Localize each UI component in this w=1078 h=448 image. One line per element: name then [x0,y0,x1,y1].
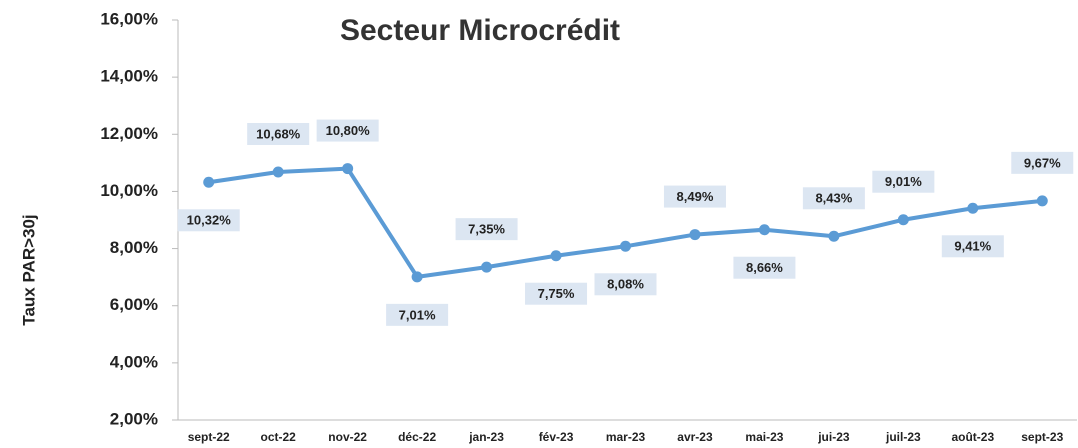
y-tick-label: 4,00% [110,352,158,371]
data-label-bg [455,218,518,241]
data-label-text: 9,67% [1024,155,1061,170]
data-label-bg [1011,151,1074,174]
y-axis-label: Taux PAR>30j [19,214,38,325]
chart-title: Secteur Microcrédit [340,14,620,47]
x-tick-label: jan-23 [468,430,504,444]
data-label-bg [802,187,865,210]
x-tick-label: juil-23 [885,430,921,444]
data-label-text: 8,08% [607,277,644,292]
y-tick-label: 2,00% [110,409,158,428]
data-label-text: 10,68% [256,126,301,141]
data-label: 9,67% [1011,151,1074,174]
data-label-bg [733,256,796,279]
marker [481,261,493,273]
data-label: 8,43% [802,187,865,210]
marker [272,166,284,178]
x-tick-label: nov-22 [328,430,367,444]
marker [828,230,840,242]
data-label-text: 7,35% [468,222,505,237]
data-label-bg [594,273,657,296]
marker [342,163,354,175]
marker [203,176,215,188]
x-tick-label: mai-23 [745,430,783,444]
data-label: 8,08% [594,273,657,296]
marker [689,229,701,241]
marker [550,250,562,262]
data-label-text: 10,32% [187,213,232,228]
data-label-bg [941,235,1004,258]
data-label-text: 9,41% [954,239,991,254]
data-label: 10,32% [177,209,240,232]
y-tick-label: 12,00% [100,124,158,143]
data-label-bg [663,185,726,208]
data-label: 7,35% [455,218,518,241]
marker [620,240,631,252]
y-tick-label: 16,00% [100,9,158,28]
x-tick-label: sept-22 [188,430,230,444]
x-tick-label: sept-23 [1021,430,1063,444]
data-label: 9,01% [872,170,935,193]
x-tick-label: mar-23 [606,430,646,444]
data-label-text: 8,43% [815,191,852,206]
x-tick-label: avr-23 [677,430,713,444]
x-tick-label: oct-22 [261,430,297,444]
data-label-bg [386,303,449,326]
x-tick-label: fév-23 [539,430,574,444]
data-label: 8,49% [663,185,726,208]
x-tick-label: jui-23 [817,430,850,444]
data-label-text: 10,80% [326,123,371,138]
y-tick-label: 10,00% [100,181,158,200]
data-label-bg [247,123,310,145]
data-label-text: 9,01% [885,174,922,189]
data-label-bg [872,170,935,193]
data-label: 10,68% [247,123,310,145]
y-tick-label: 14,00% [100,67,158,86]
marker [897,214,909,226]
data-label: 7,75% [525,282,588,305]
y-tick-label: 6,00% [110,295,158,314]
y-tick-label: 8,00% [110,238,158,257]
data-label-text: 8,66% [746,260,783,275]
data-label-text: 8,49% [677,189,714,204]
data-label: 10,80% [316,119,379,142]
x-tick-label: août-23 [951,430,994,444]
data-label-bg [525,282,588,305]
data-label: 7,01% [386,303,449,326]
marker [967,202,979,214]
marker [1036,195,1048,207]
data-label-text: 7,01% [399,307,436,322]
marker [411,271,423,283]
data-label: 8,66% [733,256,796,279]
data-label: 9,41% [941,235,1004,258]
x-tick-label: déc-22 [398,430,436,444]
data-label-bg [316,119,379,142]
data-label-bg [177,209,240,232]
data-label-text: 7,75% [538,286,575,301]
marker [758,224,770,236]
